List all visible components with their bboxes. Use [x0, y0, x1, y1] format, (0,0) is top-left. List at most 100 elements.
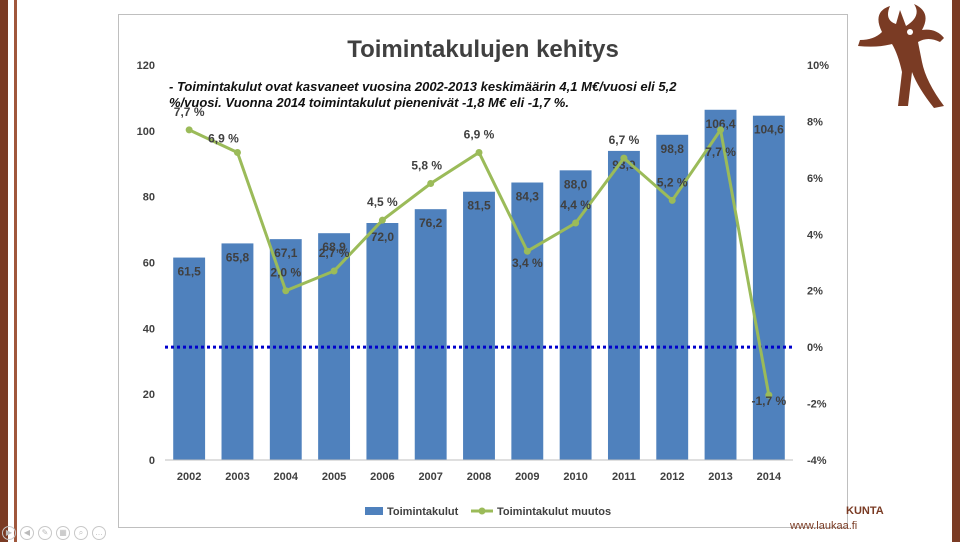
bar-data-label: 98,8	[661, 142, 685, 156]
x-tick-label: 2009	[515, 471, 539, 483]
line-point	[668, 196, 676, 204]
slides-icon[interactable]: ▦	[56, 526, 70, 540]
chart-svg: Toimintakulujen kehitys - Toimintakulut o…	[137, 36, 830, 518]
bar-data-label: 88,0	[564, 177, 588, 191]
bar	[656, 134, 689, 460]
line-point	[523, 247, 531, 255]
bar-data-label: 72,0	[371, 230, 395, 244]
bar	[607, 150, 640, 460]
x-tick-label: 2005	[322, 471, 346, 483]
line-data-label: 5,2 %	[657, 175, 688, 189]
line-data-label: 2,0 %	[270, 266, 301, 280]
y-right-tick-label: 2%	[807, 286, 823, 298]
bar	[752, 115, 785, 461]
presentation-toolbar: ▶ ◀ ✎ ▦ ⌕ …	[2, 526, 106, 540]
line-data-label: 6,7 %	[609, 133, 640, 147]
slide-frame-stripe	[14, 0, 17, 542]
line-data-label: 4,5 %	[367, 195, 398, 209]
y-left-tick-label: 80	[143, 192, 155, 204]
line-data-label: 4,4 %	[560, 198, 591, 212]
bar	[414, 209, 447, 460]
y-left-tick-label: 20	[143, 389, 155, 401]
y-right-tick-label: 6%	[807, 173, 823, 185]
bar	[511, 182, 544, 460]
line-point	[475, 148, 483, 156]
x-tick-label: 2002	[177, 471, 201, 483]
slide-frame-left	[0, 0, 8, 542]
bar	[366, 223, 399, 460]
bar-data-label: 104,6	[754, 123, 784, 137]
legend-marker-line	[478, 507, 486, 515]
bar-data-label: 76,2	[419, 216, 443, 230]
line-data-label: 5,8 %	[411, 159, 442, 173]
x-tick-label: 2013	[708, 471, 732, 483]
x-tick-label: 2014	[757, 471, 782, 483]
chart-subtitle-line: - Toimintakulut ovat kasvaneet vuosina 2…	[169, 79, 677, 94]
x-tick-label: 2003	[225, 471, 249, 483]
x-tick-label: 2007	[418, 471, 442, 483]
bar-data-label: 84,3	[516, 190, 540, 204]
y-right-tick-label: -2%	[807, 399, 827, 411]
line-point	[282, 287, 290, 295]
y-right-tick-label: 0%	[807, 342, 823, 354]
bar-data-label: 61,5	[177, 265, 201, 279]
bar-data-label: 81,5	[467, 199, 491, 213]
chart-title: Toimintakulujen kehitys	[347, 36, 619, 63]
line-point	[717, 126, 725, 134]
zoom-icon[interactable]: ⌕	[74, 526, 88, 540]
bar-data-label: 67,1	[274, 246, 298, 260]
x-tick-label: 2006	[370, 471, 394, 483]
bar	[559, 170, 592, 461]
bar	[221, 243, 254, 460]
line-data-label: 2,7 %	[319, 246, 350, 260]
legend-label-bars: Toimintakulut	[387, 506, 459, 518]
pen-icon[interactable]: ✎	[38, 526, 52, 540]
chart-area: Toimintakulujen kehitys - Toimintakulut o…	[118, 14, 848, 528]
x-tick-label: 2008	[467, 471, 491, 483]
line-point	[378, 216, 386, 224]
more-icon[interactable]: …	[92, 526, 106, 540]
y-left-tick-label: 40	[143, 323, 155, 335]
line-data-label: 3,4 %	[512, 256, 543, 270]
y-left-tick-label: 60	[143, 258, 155, 270]
legend-label-line: Toimintakulut muutos	[497, 506, 611, 518]
x-tick-label: 2004	[274, 471, 299, 483]
back-icon[interactable]: ◀	[20, 526, 34, 540]
line-data-label: 6,9 %	[464, 127, 495, 141]
slide-frame-right	[952, 0, 960, 542]
line-point	[427, 180, 435, 187]
play-icon[interactable]: ▶	[2, 526, 16, 540]
bar	[269, 239, 302, 460]
y-right-tick-label: 4%	[807, 229, 823, 241]
y-left-tick-label: 0	[149, 455, 155, 467]
y-right-tick-label: -4%	[807, 455, 827, 467]
line-point	[233, 148, 241, 156]
line-data-label: -1,7 %	[752, 394, 787, 408]
x-tick-label: 2010	[563, 471, 587, 483]
y-left-tick-label: 120	[137, 60, 155, 72]
line-point	[185, 126, 193, 134]
bar	[704, 109, 737, 461]
bar-data-label: 106,4	[706, 117, 736, 131]
y-right-tick-label: 8%	[807, 116, 823, 128]
bar-data-label: 68,9	[322, 240, 346, 254]
bar-data-label: 65,8	[226, 250, 250, 264]
y-right-tick-label: 10%	[807, 60, 829, 72]
line-point	[572, 219, 580, 227]
line-point	[765, 391, 773, 399]
x-tick-label: 2011	[612, 471, 636, 483]
line-data-label: 7,7 %	[174, 105, 205, 119]
bar-data-label: 93,9	[612, 158, 636, 172]
y-left-tick-label: 100	[137, 126, 155, 138]
line-point	[330, 267, 338, 275]
bar	[173, 257, 206, 460]
moose-logo-icon	[858, 4, 944, 108]
line-point	[620, 154, 628, 162]
x-tick-label: 2012	[660, 471, 684, 483]
bar	[463, 191, 495, 460]
municipality-name: KUNTA	[846, 505, 884, 517]
line-data-label: 7,7 %	[705, 145, 736, 159]
website-url[interactable]: www.laukaa.fi	[790, 520, 858, 532]
line-data-label: 6,9 %	[208, 131, 239, 145]
legend-swatch-bars	[365, 507, 383, 515]
